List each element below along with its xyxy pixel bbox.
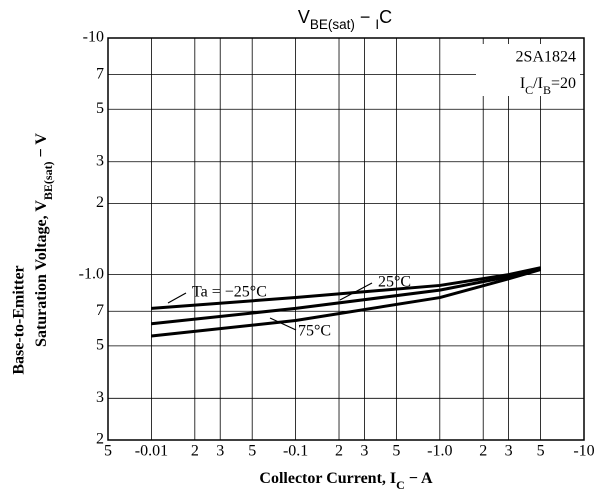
- chart-title-part: V: [298, 7, 310, 27]
- y-tick-label: 7: [96, 65, 104, 82]
- y-tick-label: 5: [96, 337, 104, 354]
- y-tick-label: -1.0: [79, 265, 104, 282]
- x-tick-label: 2: [335, 443, 343, 460]
- y-tick-label: -10: [83, 29, 104, 46]
- leader-line: [339, 282, 373, 301]
- chart-title-part: −: [355, 7, 376, 27]
- x-tick-label: 3: [505, 443, 513, 460]
- y-axis-label-part: − V: [33, 133, 50, 162]
- y-axis-label-part: BE(sat): [41, 161, 55, 200]
- y-axis-label: Saturation Voltage, VBE(sat) − V: [33, 133, 55, 347]
- x-tick-label: 3: [360, 443, 368, 460]
- x-tick-label: 5: [248, 443, 256, 460]
- annotation-part: I: [520, 75, 525, 92]
- annotation-bg: [476, 44, 580, 96]
- series-label: 75°C: [298, 323, 331, 340]
- annotation-part: =20: [551, 75, 576, 92]
- y-tick-label: 5: [96, 100, 104, 117]
- y-tick-label: 2: [96, 194, 104, 211]
- annotation-part: C: [525, 83, 533, 97]
- x-tick-label: 5: [537, 443, 545, 460]
- series-line: [151, 268, 542, 338]
- y-tick-label: 3: [96, 389, 104, 406]
- x-tick-label: -0.01: [135, 443, 168, 460]
- y-tick-label: 2: [96, 431, 104, 448]
- annotation-part: /I: [533, 75, 543, 92]
- chart-title-part: BE(sat): [310, 17, 355, 32]
- x-axis-label-part: C: [396, 478, 405, 492]
- leader-line: [269, 317, 297, 331]
- x-tick-label: -10: [573, 443, 594, 460]
- chart-title-part: I: [375, 17, 379, 32]
- annotation: 2SA1824: [516, 49, 576, 66]
- x-tick-label: 2: [479, 443, 487, 460]
- leader-line: [167, 292, 187, 304]
- y-axis-label: Base-to-Emitter: [11, 265, 28, 374]
- y-tick-label: 7: [96, 302, 104, 319]
- chart-title-part: C: [379, 7, 392, 27]
- series-label: Ta = −25°C: [192, 284, 267, 301]
- plot-frame: [107, 37, 585, 441]
- x-axis-label-part: Collector Current, I: [259, 470, 396, 487]
- x-axis-label: Collector Current, IC − A: [259, 470, 433, 492]
- chart-title: VBE(sat) − IC: [298, 7, 392, 32]
- y-tick-label: 3: [96, 152, 104, 169]
- x-tick-label: 5: [104, 443, 112, 460]
- x-tick-label: -0.1: [283, 443, 308, 460]
- x-tick-label: 5: [392, 443, 400, 460]
- x-tick-label: -1.0: [427, 443, 452, 460]
- series-line: [151, 266, 541, 310]
- series-label: 25°C: [378, 274, 411, 291]
- annotation: IC/IB=20: [520, 75, 576, 97]
- annotation-part: B: [543, 83, 551, 97]
- x-tick-label: 3: [216, 443, 224, 460]
- x-axis-label-part: − A: [405, 470, 433, 487]
- y-axis-label-part: Saturation Voltage, V: [33, 200, 50, 347]
- series-line: [151, 267, 541, 326]
- x-tick-label: 2: [191, 443, 199, 460]
